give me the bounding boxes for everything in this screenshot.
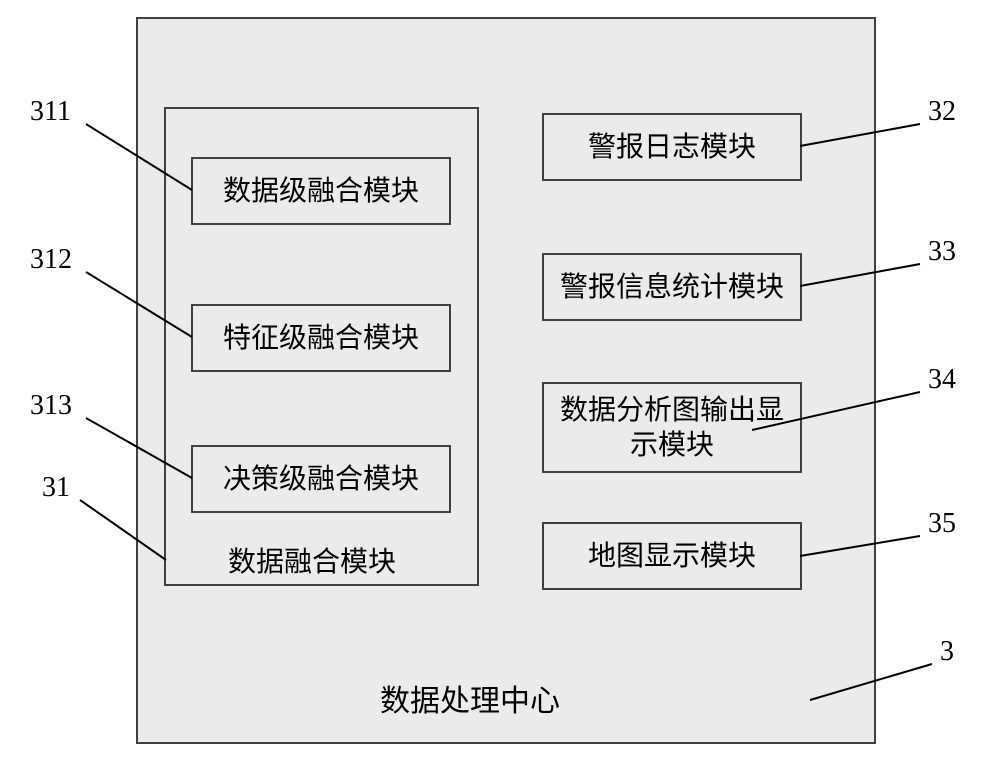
leader-lines [0, 0, 1000, 762]
diagram-canvas: 数据处理中心 数据融合模块 数据级融合模块 特征级融合模块 决策级融合模块 警报… [0, 0, 1000, 762]
